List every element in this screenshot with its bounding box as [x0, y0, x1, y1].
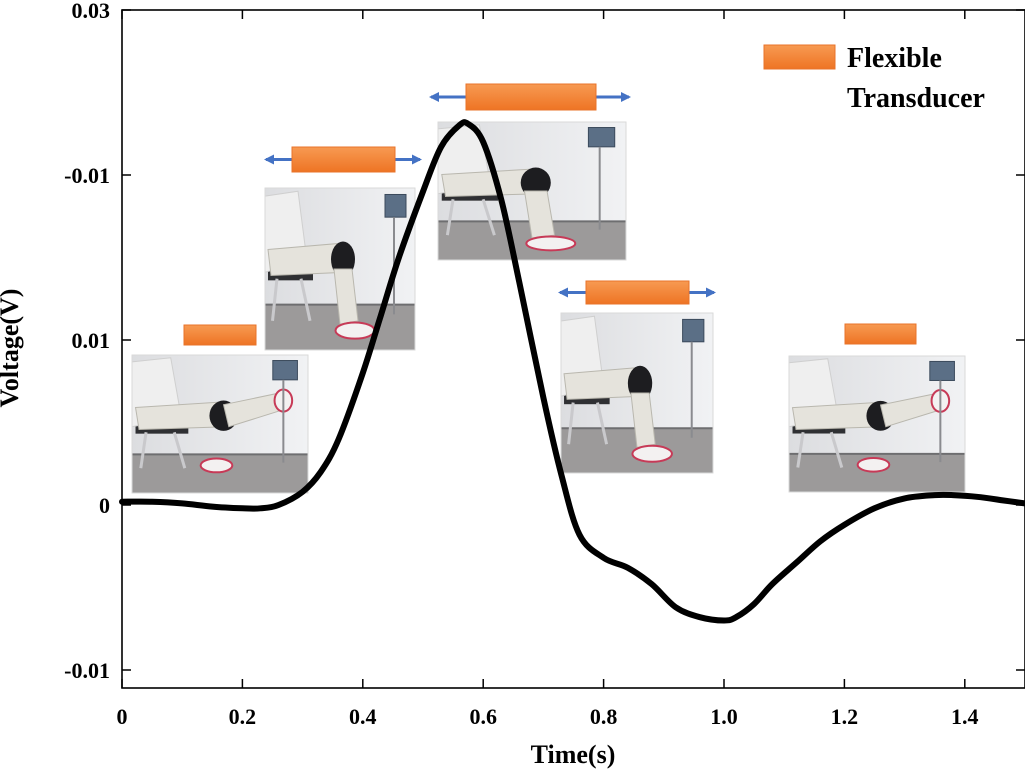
photo-frame [264, 187, 416, 351]
y-axis-ticks: 0.03 -0.01 0.01 0 -0.01 [64, 0, 1025, 683]
photo-shoe [856, 457, 891, 473]
photo-chair-leg [596, 402, 609, 445]
y-axis-label: Voltage(V) [0, 289, 24, 408]
x-tick-label: 1.4 [951, 704, 979, 729]
photo-chair-leg [796, 431, 805, 468]
y-tick-label: -0.01 [64, 163, 110, 188]
photo-annotations [131, 83, 966, 494]
x-tick-label: 1.0 [710, 704, 738, 729]
photo-person-shin [630, 392, 656, 448]
photo-oscilloscope [682, 318, 705, 343]
photo-shoe [199, 457, 234, 474]
photo-shoe [525, 235, 577, 252]
photo-oscilloscope [384, 193, 407, 218]
annotation-3 [429, 83, 631, 261]
annotation-2 [264, 146, 422, 351]
x-tick-label: 0.2 [229, 704, 257, 729]
photo-chair-leg [481, 198, 496, 236]
photo-chair-leg [829, 431, 844, 468]
photo-person-shin [333, 268, 359, 325]
y-tick-label: 0.03 [72, 0, 111, 23]
x-tick-label: 1.2 [831, 704, 859, 729]
photo-knee-brace [331, 241, 355, 278]
transducer-bar [465, 83, 597, 111]
photo-oscilloscope [272, 360, 298, 381]
y-tick-label: -0.01 [64, 658, 110, 683]
photo-knee-brace [627, 365, 653, 401]
photo-chair-leg [299, 278, 312, 322]
photo-shoe [334, 321, 376, 340]
x-tick-label: 0.8 [590, 704, 618, 729]
transducer-bar [183, 324, 257, 346]
transducer-bar [291, 146, 396, 173]
plot-area [121, 9, 1025, 689]
photo-chair-leg [271, 278, 279, 321]
photo-chair-leg [445, 199, 455, 236]
legend: Flexible Transducer [763, 43, 985, 114]
legend-label-line1: Flexible [847, 43, 942, 74]
voltage-series-line [119, 119, 1025, 624]
photo-chair-leg [172, 431, 187, 469]
x-tick-label: 0.4 [349, 704, 377, 729]
photo-knee-brace [520, 167, 551, 198]
x-axis-ticks: 0 0.2 0.4 0.6 0.8 1.0 1.2 1.4 [117, 10, 979, 729]
x-tick-label: 0.6 [469, 704, 497, 729]
photo-shoe [631, 444, 673, 463]
photo-frame [788, 355, 966, 493]
photo-frame [131, 354, 309, 494]
photo-oscilloscope [929, 360, 955, 381]
photo-chair-leg [139, 432, 148, 469]
legend-label-line2: Transducer [847, 83, 985, 114]
x-axis-label: Time(s) [531, 740, 616, 769]
transducer-bar [585, 280, 690, 305]
transducer-bar [844, 323, 917, 345]
annotation-5 [788, 323, 966, 493]
photo-chair-leg [567, 402, 575, 445]
photo-oscilloscope [587, 127, 616, 148]
y-tick-label: 0 [99, 493, 110, 518]
photo-frame [437, 121, 627, 261]
legend-swatch [763, 44, 836, 70]
annotation-1 [131, 324, 309, 494]
x-tick-label: 0 [117, 704, 128, 729]
photo-person-shin [523, 190, 556, 239]
photo-frame [560, 312, 714, 474]
y-tick-label: 0.01 [72, 328, 111, 353]
annotation-4 [558, 280, 716, 474]
